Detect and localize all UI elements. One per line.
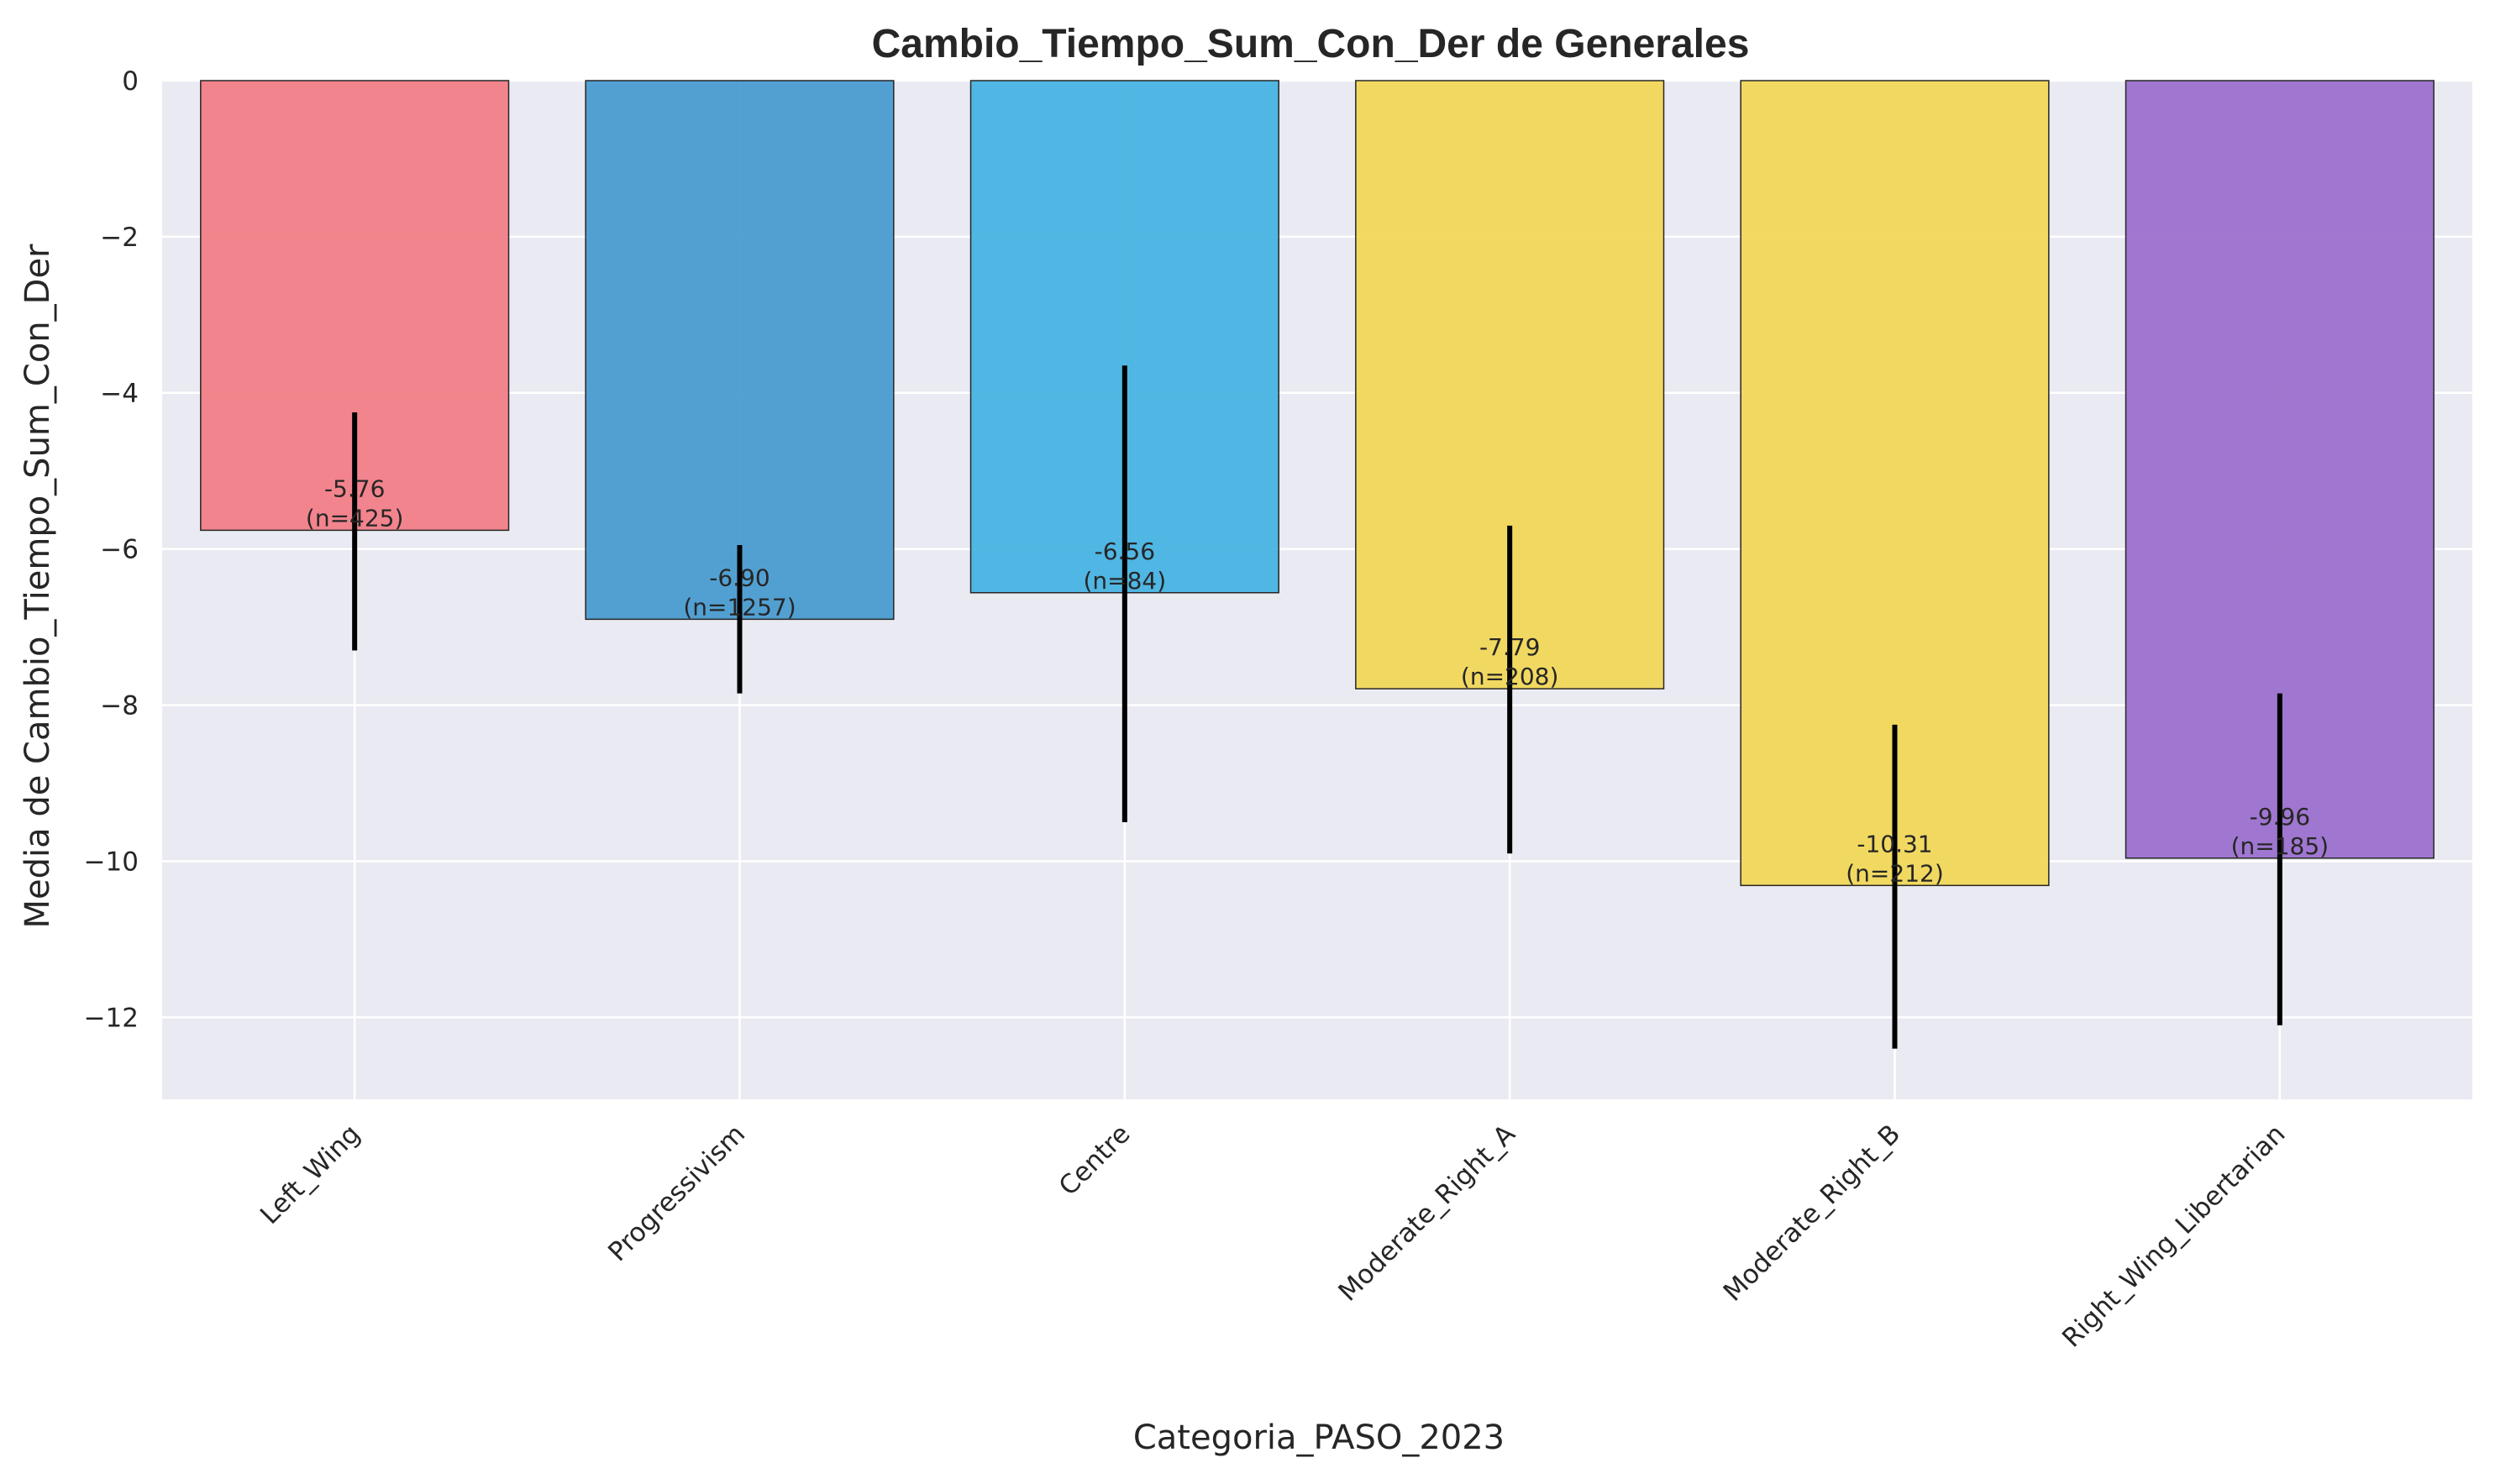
x-tick-label: Left_Wing	[255, 1119, 366, 1230]
y-tick-label: −2	[100, 223, 139, 253]
x-axis-ticks: Left_Wing Progressivism Centre Moderate_Rig…	[255, 1119, 2291, 1353]
x-tick-label: Centre	[1053, 1119, 1137, 1202]
n-label: (n=212)	[1846, 859, 1944, 887]
value-label: -6.56	[1095, 537, 1155, 565]
value-label: -10.31	[1857, 830, 1932, 857]
bars	[200, 80, 2435, 887]
n-label: (n=1257)	[683, 593, 796, 621]
n-label: (n=185)	[2231, 832, 2330, 860]
x-tick-label: Moderate_Right_A	[1332, 1119, 1521, 1307]
y-tick-label: −8	[100, 691, 139, 721]
data-labels: -5.76(n=425) -6.90(n=1257) -6.56(n=84) -7.7…	[306, 475, 2329, 887]
value-label: -9.96	[2250, 803, 2310, 831]
x-axis-label: Categoria_PASO_2023	[1133, 1418, 1505, 1457]
x-tick-label: Progressivism	[602, 1119, 751, 1267]
y-tick-label: −12	[84, 1003, 139, 1033]
x-tick-label: Moderate_Right_B	[1718, 1119, 1906, 1307]
bar-progressivism	[585, 80, 895, 621]
n-label: (n=84)	[1083, 567, 1166, 595]
error-bars	[352, 365, 2282, 1049]
chart-title: Cambio_Tiempo_Sum_Con_Der de Generales	[872, 22, 1750, 66]
n-label: (n=425)	[306, 504, 404, 532]
y-tick-label: −10	[84, 847, 139, 878]
y-tick-label: −4	[100, 379, 139, 409]
value-label: -5.76	[324, 475, 385, 502]
y-axis-label: Media de Cambio_Tiempo_Sum_Con_Der	[18, 244, 57, 929]
y-axis-ticks: 0 −2 −4 −6 −8 −10 −12	[84, 66, 139, 1033]
plot-area	[162, 81, 2472, 1099]
y-tick-label: 0	[122, 66, 139, 97]
y-tick-label: −6	[100, 535, 139, 565]
value-label: -6.90	[709, 564, 770, 591]
x-tick-label: Right_Wing_Libertarian	[2056, 1119, 2291, 1353]
value-label: -7.79	[1479, 633, 1540, 661]
n-label: (n=208)	[1461, 663, 1559, 690]
